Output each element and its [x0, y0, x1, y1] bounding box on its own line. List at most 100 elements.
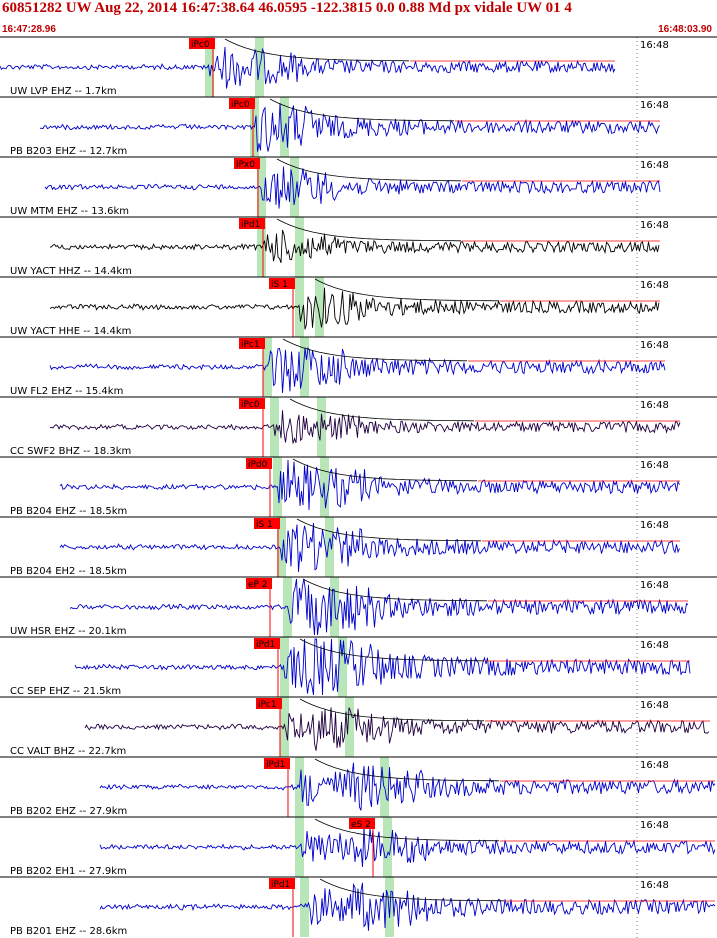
pick-box [239, 218, 265, 229]
tick-label: 16:48 [640, 340, 669, 351]
trace-row: iS 1 16:48 PB B204 EH2 -- 18.5km [0, 516, 717, 577]
s-window [300, 337, 309, 397]
tick-label: 16:48 [640, 700, 669, 711]
station-label: UW HSR EHZ -- 20.1km [10, 626, 126, 637]
s-window [290, 157, 299, 217]
station-label: PB B204 EH2 -- 18.5km [10, 566, 127, 577]
trace-row: iPd1 16:48 PB B201 EHZ -- 28.6km [0, 876, 717, 937]
pick-box [189, 38, 215, 49]
coda-curve [319, 878, 504, 902]
pick-box [239, 338, 265, 349]
pick-label: iS 1 [256, 520, 273, 530]
pick-label: iPc0 [191, 40, 210, 50]
trace-row: eS 2 16:48 PB B202 EH1 -- 27.9km [0, 816, 717, 877]
coda-curve [299, 698, 484, 722]
pick-box [254, 518, 280, 529]
coda-curve [302, 578, 487, 602]
pick-label: iPd1 [256, 640, 275, 650]
pick-box [234, 158, 260, 169]
pick-label: iPd1 [241, 220, 260, 230]
coda-curve [276, 218, 461, 242]
trace-row: iPc0 16:48 UW LVP EHZ -- 1.7km [0, 36, 717, 97]
station-label: CC SWF2 BHZ -- 18.3km [10, 446, 131, 457]
trace-row: eP 2 16:48 UW HSR EHZ -- 20.1km [0, 576, 717, 637]
coda-curve [289, 398, 474, 422]
trace-row: iPc1 16:48 CC VALT BHZ -- 22.7km [0, 696, 717, 757]
trace-row: iPd0 16:48 PB B204 EHZ -- 18.5km [0, 456, 717, 517]
station-label: UW YACT HHE -- 14.4km [10, 326, 131, 337]
trace-row: iPc1 16:48 UW FL2 EHZ -- 15.4km [0, 336, 717, 397]
tick-label: 16:48 [640, 100, 669, 111]
trace-row: iPx0 16:48 UW MTM EHZ -- 13.6km [0, 156, 717, 217]
p-window [257, 157, 266, 217]
waveform [49, 346, 666, 393]
waveform [49, 287, 660, 330]
waveform [74, 638, 691, 696]
end-time: 16:48:03.90 [658, 24, 712, 35]
coda-curve [296, 518, 481, 542]
tick-label: 16:48 [640, 640, 669, 651]
pick-label: iPd1 [266, 760, 285, 770]
tick-label: 16:48 [640, 280, 669, 291]
pick-box [239, 398, 265, 409]
p-window [300, 877, 309, 937]
p-window [280, 637, 289, 697]
event-title: 60851282 UW Aug 22, 2014 16:47:38.64 46.… [2, 0, 572, 16]
s-window [385, 877, 394, 937]
tick-label: 16:48 [640, 760, 669, 771]
pick-label: eS 2 [351, 820, 371, 830]
tick-label: 16:48 [640, 40, 669, 51]
pick-label: iPx0 [236, 160, 255, 170]
pick-box [246, 458, 272, 469]
coda-curve [224, 38, 409, 62]
coda-curve [276, 158, 461, 182]
pick-box [256, 698, 282, 709]
station-label: CC VALT BHZ -- 22.7km [10, 746, 126, 757]
pick-label: eP 2 [248, 580, 268, 590]
trace-row: iPd1 16:48 UW YACT HHZ -- 14.4km [0, 216, 717, 277]
s-window [325, 517, 334, 577]
s-window [345, 697, 354, 757]
station-label: PB B204 EHZ -- 18.5km [10, 506, 127, 517]
tick-label: 16:48 [640, 160, 669, 171]
pick-label: iPd0 [248, 460, 268, 470]
waveform [99, 762, 716, 811]
waveform [99, 882, 716, 931]
trace-row: iPd1 16:48 CC SEP EHZ -- 21.5km [0, 636, 717, 697]
waveform [39, 102, 660, 152]
pick-box [254, 638, 280, 649]
station-label: PB B202 EH1 -- 27.9km [10, 866, 127, 877]
pick-label: iPc1 [241, 340, 260, 350]
p-window [280, 697, 289, 757]
s-window [383, 817, 392, 877]
p-window [263, 337, 272, 397]
station-label: UW YACT HHZ -- 14.4km [10, 266, 132, 277]
tick-label: 16:48 [640, 520, 669, 531]
pick-box [269, 278, 295, 289]
station-label: PB B201 EHZ -- 28.6km [10, 926, 127, 937]
s-window [317, 397, 326, 457]
tick-label: 16:48 [640, 880, 669, 891]
tick-label: 16:48 [640, 460, 669, 471]
tick-label: 16:48 [640, 820, 669, 831]
coda-curve [299, 638, 484, 662]
coda-curve [282, 338, 467, 362]
station-label: PB B203 EHZ -- 12.7km [10, 146, 127, 157]
trace-row: iPd1 16:48 PB B202 EHZ -- 27.9km [0, 756, 717, 817]
tick-label: 16:48 [640, 220, 669, 231]
p-window [270, 397, 279, 457]
p-window [277, 517, 286, 577]
waveform [59, 522, 680, 572]
pick-box [229, 98, 255, 109]
s-window [280, 97, 289, 157]
waveform [59, 459, 680, 511]
trace-row: iS 1 16:48 UW YACT HHE -- 14.4km [0, 276, 717, 337]
station-label: PB B202 EHZ -- 27.9km [10, 806, 127, 817]
start-time: 16:47:28.96 [2, 24, 56, 35]
station-label: UW MTM EHZ -- 13.6km [10, 206, 129, 217]
waveform [84, 707, 710, 751]
pick-label: iPc0 [241, 400, 260, 410]
pick-label: iPc1 [258, 700, 277, 710]
